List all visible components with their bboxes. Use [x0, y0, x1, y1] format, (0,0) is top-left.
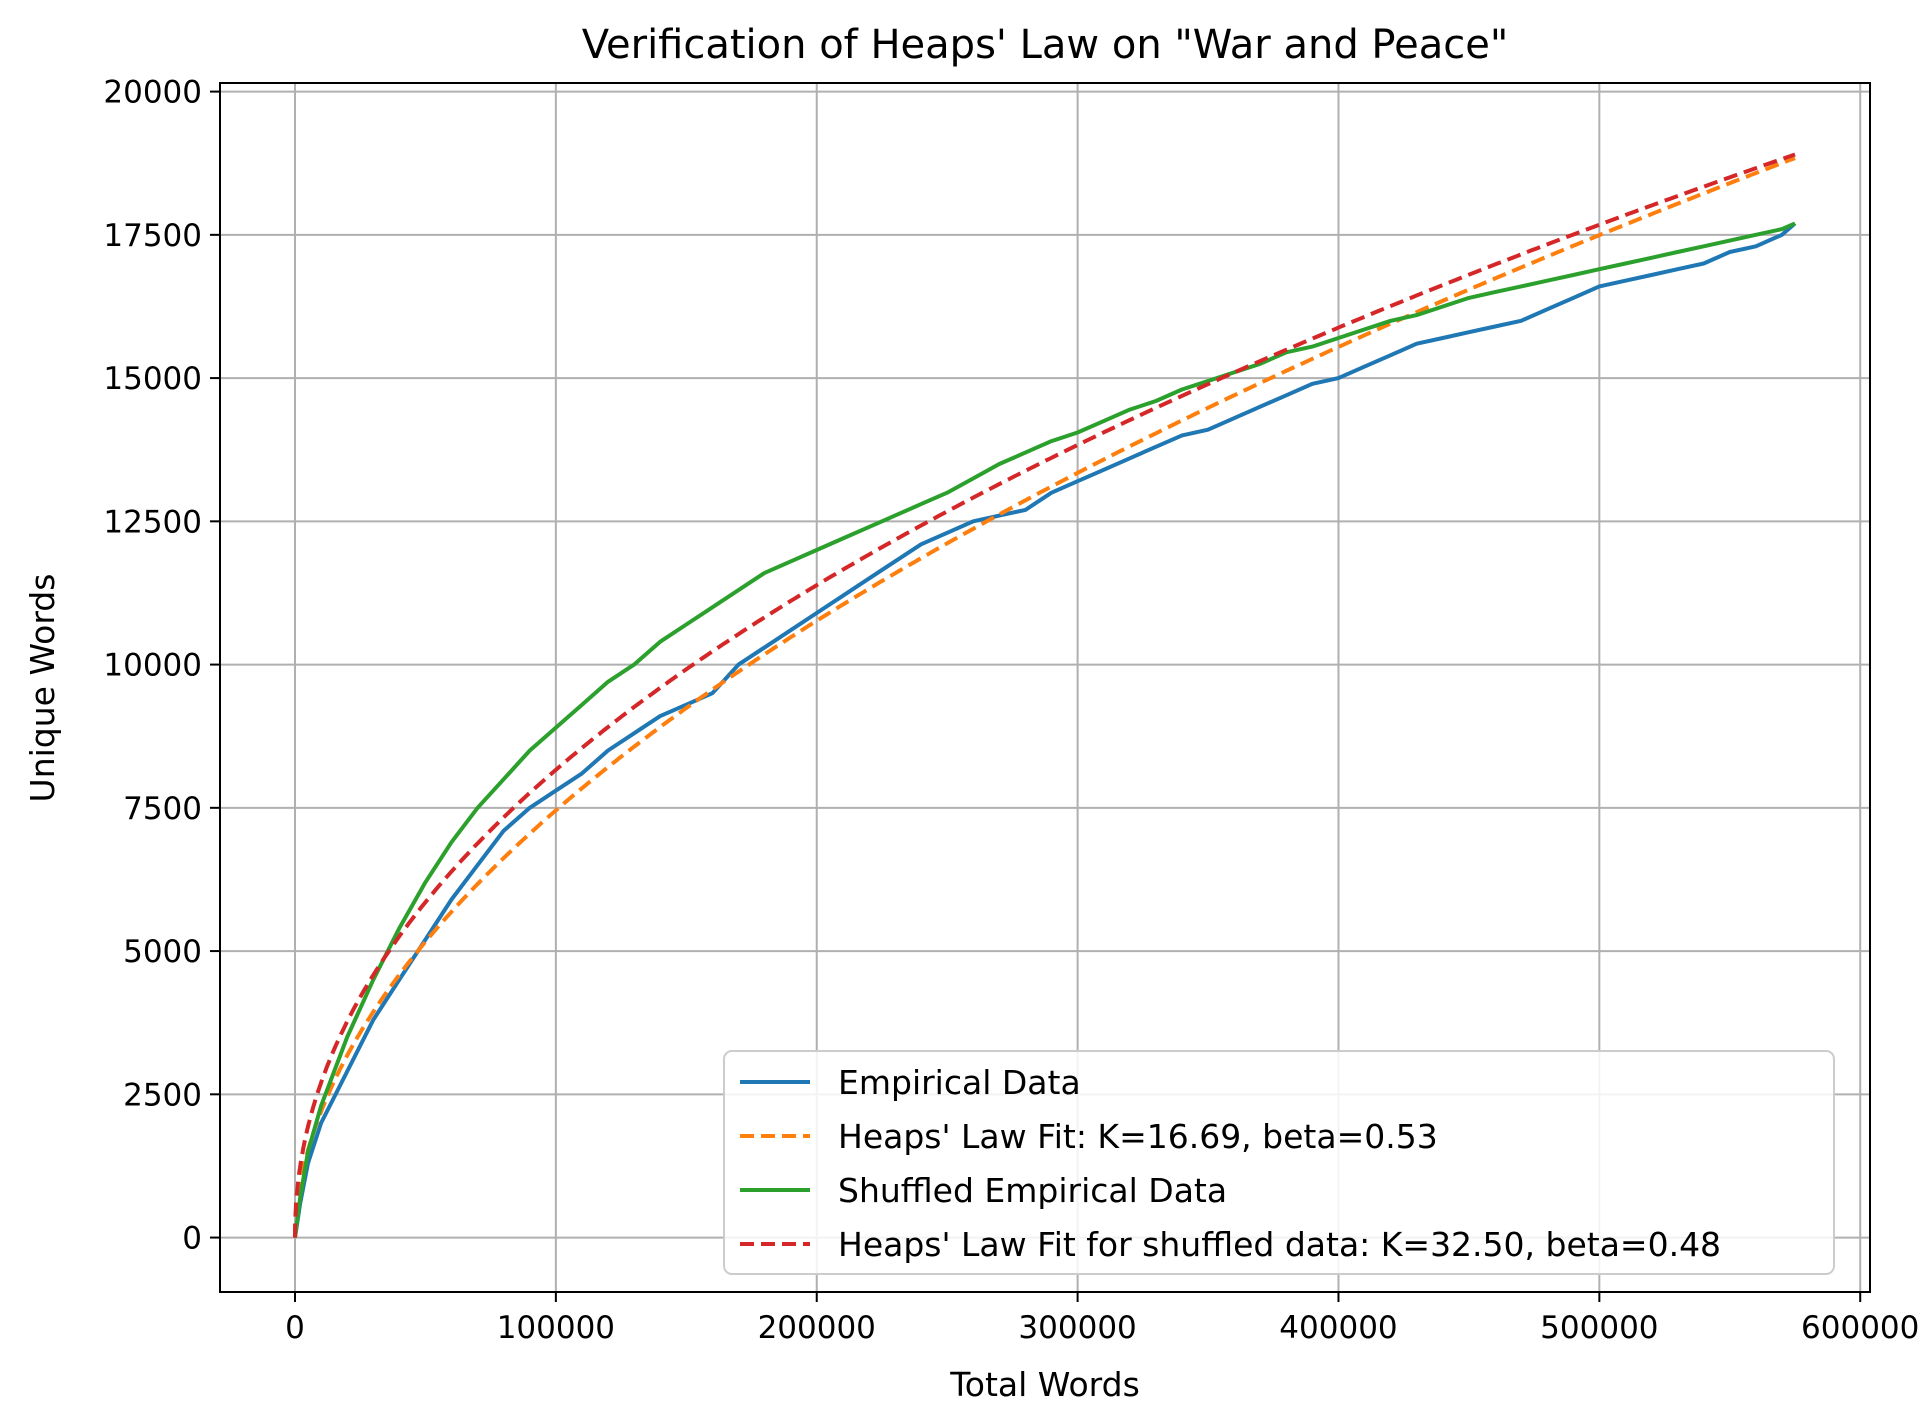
y-tick-label: 2500 [123, 1077, 202, 1113]
x-tick-label: 500000 [1540, 1310, 1658, 1346]
legend-box [723, 1050, 1835, 1275]
y-tick-label: 20000 [103, 75, 202, 111]
y-axis-label: Unique Words [23, 574, 62, 803]
x-tick-label: 0 [285, 1310, 305, 1346]
empirical-data-line [293, 221, 1797, 1238]
x-tick-label: 200000 [758, 1310, 876, 1346]
y-tick-label: 15000 [103, 361, 202, 397]
plot-lines [293, 152, 1797, 1238]
legend-entry: Shuffled Empirical Data [838, 1171, 1227, 1210]
y-tick-label: 7500 [123, 791, 202, 827]
shuffled-empirical-data-line [293, 221, 1796, 1238]
legend: Empirical Data Heaps' Law Fit: K=16.69, b… [723, 1050, 1835, 1275]
y-tick-label: 10000 [103, 648, 202, 684]
grid [220, 83, 1870, 1292]
y-tick-label: 5000 [123, 934, 202, 970]
y-tick-label: 12500 [103, 504, 202, 540]
x-tick-label: 100000 [497, 1310, 615, 1346]
heaps-law-fit-line [293, 156, 1796, 1238]
x-tick-label: 300000 [1018, 1310, 1136, 1346]
y-tick-label: 0 [182, 1221, 202, 1257]
heaps-law-fit-shuffled-line [293, 152, 1796, 1238]
ticks: 0 100000 200000 300000 400000 500000 600000 0 25… [103, 75, 1919, 1346]
legend-entry: Heaps' Law Fit for shuffled data: K=32.5… [838, 1225, 1721, 1264]
y-tick-label: 17500 [103, 218, 202, 254]
plot-frame [219, 82, 1871, 1293]
chart-title: Verification of Heaps' Law on "War and P… [582, 22, 1508, 68]
x-tick-label: 600000 [1801, 1310, 1919, 1346]
x-tick-label: 400000 [1279, 1310, 1397, 1346]
legend-entry: Empirical Data [838, 1063, 1081, 1102]
legend-entry: Heaps' Law Fit: K=16.69, beta=0.53 [838, 1117, 1438, 1156]
x-axis-label: Total Words [949, 1365, 1140, 1404]
